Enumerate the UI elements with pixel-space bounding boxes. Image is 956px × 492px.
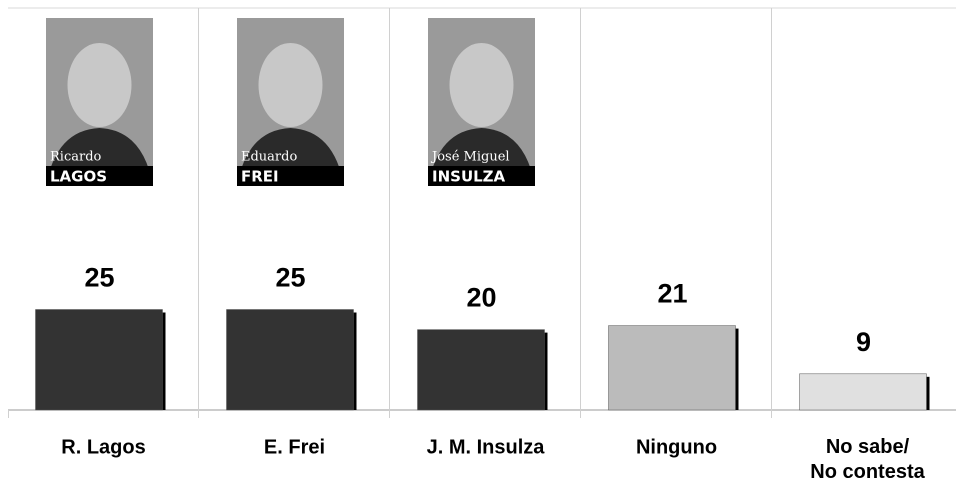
portrait-caption-bar	[428, 166, 535, 186]
value-label: 9	[856, 327, 871, 357]
portrait-head	[258, 43, 323, 127]
bar	[608, 325, 736, 411]
x-tick-label: E. Frei	[264, 436, 325, 458]
portrait-first-name: José Miguel	[430, 150, 510, 165]
x-tick-label: Ninguno	[636, 436, 717, 458]
bar	[35, 309, 163, 411]
portrait: Eduardo FREI	[237, 18, 344, 186]
portrait-first-name: Eduardo	[241, 150, 297, 165]
portrait-caption-bar	[46, 166, 153, 186]
bar	[226, 309, 354, 411]
portrait-last-name: FREI	[241, 168, 279, 186]
bar	[417, 329, 545, 411]
bar	[799, 373, 927, 411]
x-tick-label: J. M. Insulza	[427, 436, 546, 458]
portrait-head	[449, 43, 514, 127]
portrait-caption-bar	[237, 166, 344, 186]
value-label: 25	[84, 263, 114, 293]
value-label: 21	[657, 279, 687, 309]
portrait-first-name: Ricardo	[50, 150, 102, 165]
x-tick-label: R. Lagos	[61, 436, 145, 458]
x-tick-label: No sabe/No contesta	[810, 436, 925, 483]
portrait: José Miguel INSULZA	[428, 18, 535, 186]
portrait-last-name: INSULZA	[432, 168, 506, 186]
portrait-last-name: LAGOS	[50, 168, 107, 186]
portrait-head	[67, 43, 132, 127]
value-label: 25	[275, 263, 305, 293]
portrait: Ricardo LAGOS	[46, 18, 153, 186]
value-label: 20	[466, 283, 496, 313]
